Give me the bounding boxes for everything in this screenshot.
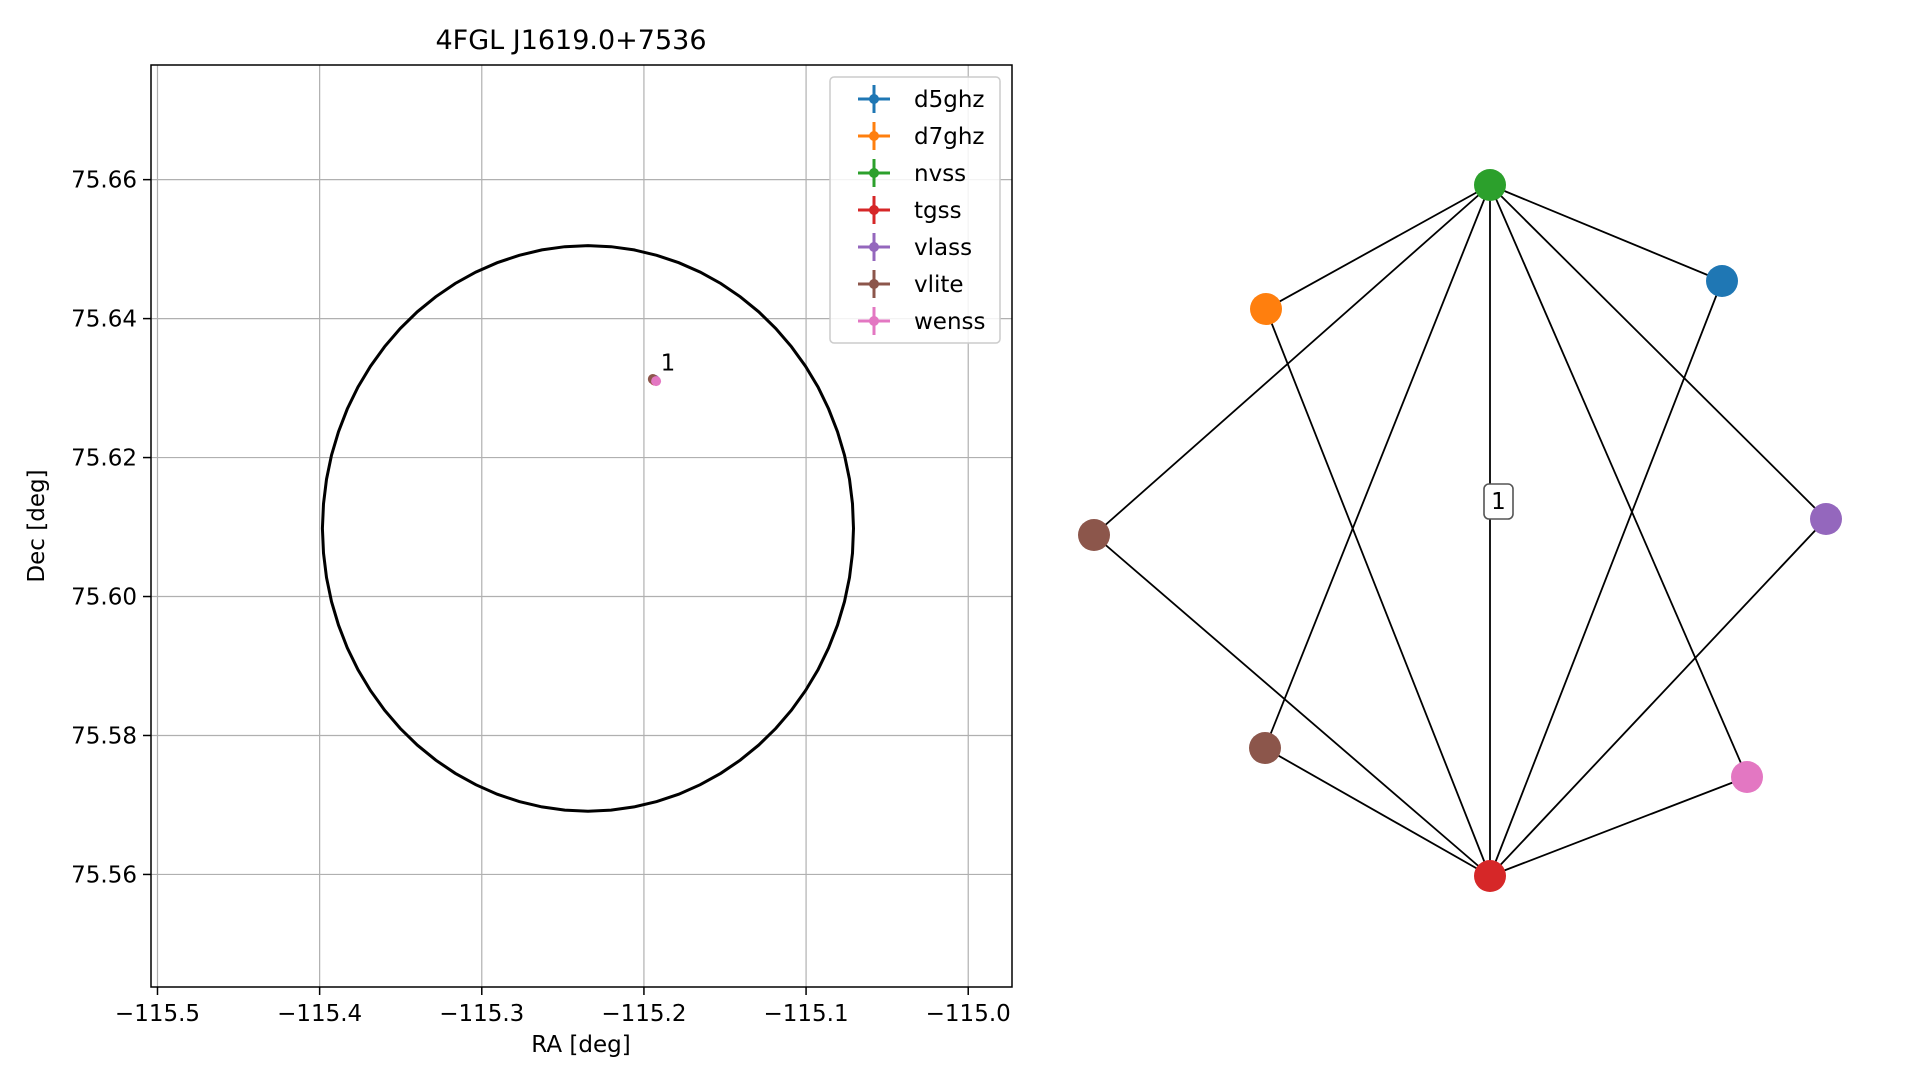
edge-label-text: 1	[1491, 489, 1506, 515]
graph-nodes	[1078, 169, 1842, 892]
y-gridlines	[151, 179, 1012, 876]
graph-edge-tgss-vlass	[1489, 518, 1827, 877]
graph-edge-nvss-vlite_b	[1093, 184, 1491, 536]
legend-marker-dot	[869, 205, 879, 215]
legend-item-vlite: vlite	[858, 270, 964, 298]
graph-edge-nvss-vlite_a	[1264, 184, 1491, 749]
sky-position-chart: 4FGL J1619.0+7536 −115.5 −115.4 −115.3 −115…	[24, 25, 1013, 1058]
graph-edge-nvss-wenss	[1489, 184, 1748, 778]
y-tick-label: 75.64	[71, 307, 137, 333]
legend-marker-dot	[869, 316, 879, 326]
graph-node-vlite_b	[1078, 519, 1110, 551]
y-axis-label: Dec [deg]	[24, 469, 50, 582]
legend-marker-dot	[869, 242, 879, 252]
y-tick-label: 75.60	[71, 585, 137, 611]
legend-item-d7ghz: d7ghz	[858, 122, 984, 150]
graph-edges	[1093, 184, 1827, 877]
graph-node-vlass	[1810, 503, 1842, 535]
graph-node-vlite_a	[1249, 732, 1281, 764]
legend-label: tgss	[914, 198, 962, 224]
graph-edge-tgss-wenss	[1489, 776, 1748, 877]
graph-node-wenss	[1731, 761, 1763, 793]
x-axis-label: RA [deg]	[531, 1032, 630, 1058]
legend: d5ghz d7ghz nvss tgss vlass vlite wenss	[829, 76, 1001, 344]
graph-edge-nvss-vlass	[1489, 184, 1827, 520]
point-wenss	[651, 376, 662, 387]
legend-label: wenss	[914, 309, 986, 335]
graph-edge-nvss-d5ghz	[1489, 184, 1723, 282]
x-axis-ticks: −115.5 −115.4 −115.3 −115.2 −115.1 −115.0	[115, 987, 1011, 1027]
legend-label: d5ghz	[914, 87, 984, 113]
legend-label: nvss	[914, 161, 966, 187]
legend-marker-dot	[869, 131, 879, 141]
y-tick-label: 75.56	[71, 862, 137, 888]
graph-edge-nvss-d7ghz	[1265, 184, 1491, 310]
y-tick-label: 75.66	[71, 168, 137, 194]
x-tick-label: −115.5	[115, 1001, 200, 1027]
legend-item-d5ghz: d5ghz	[858, 85, 984, 113]
source-points	[647, 374, 662, 387]
graph-edge-tgss-vlite_a	[1264, 747, 1491, 877]
x-tick-label: −115.1	[764, 1001, 849, 1027]
x-tick-label: −115.0	[926, 1001, 1011, 1027]
legend-marker-dot	[869, 279, 879, 289]
legend-label: vlass	[914, 235, 972, 261]
legend-item-vlass: vlass	[858, 233, 972, 261]
x-tick-label: −115.4	[277, 1001, 362, 1027]
legend-label: d7ghz	[914, 124, 984, 150]
graph-edge-tgss-d7ghz	[1265, 308, 1491, 877]
legend-label: vlite	[914, 272, 964, 298]
graph-node-tgss	[1474, 860, 1506, 892]
y-tick-label: 75.62	[71, 446, 137, 472]
localization-circle	[320, 244, 856, 813]
graph-node-d5ghz	[1706, 265, 1738, 297]
graph-edge-tgss-vlite_b	[1093, 534, 1491, 877]
legend-marker-dot	[869, 94, 879, 104]
chart-title: 4FGL J1619.0+7536	[435, 25, 706, 56]
x-tick-label: −115.3	[439, 1001, 524, 1027]
edge-label-box	[1483, 483, 1514, 520]
legend-marker-dot	[869, 168, 879, 178]
association-graph: 1	[1078, 169, 1842, 892]
y-axis-ticks: 75.56 75.58 75.60 75.62 75.64 75.66	[71, 168, 151, 888]
graph-edge-tgss-d5ghz	[1489, 280, 1723, 877]
plot-frame	[150, 64, 1013, 988]
legend-item-wenss: wenss	[858, 307, 986, 335]
legend-item-tgss: tgss	[858, 196, 962, 224]
edge-label: 1	[1483, 483, 1514, 520]
graph-node-d7ghz	[1250, 293, 1282, 325]
point-annotation: 1	[661, 350, 676, 376]
legend-item-nvss: nvss	[858, 159, 966, 187]
graph-node-nvss	[1474, 169, 1506, 201]
x-tick-label: −115.2	[601, 1001, 686, 1027]
y-tick-label: 75.58	[71, 723, 137, 749]
